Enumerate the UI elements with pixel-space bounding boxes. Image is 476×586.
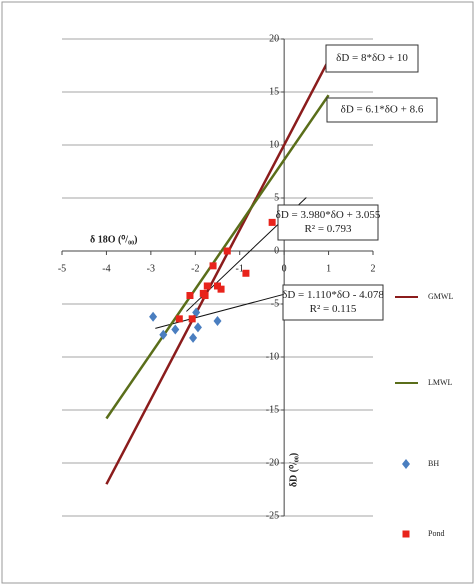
series-line	[105, 94, 330, 420]
bh-point	[193, 322, 202, 333]
x-tick-label: -4	[102, 263, 110, 274]
y-tick-label: 15	[269, 86, 279, 97]
pond-point	[217, 285, 225, 293]
y-tick-label: -5	[271, 298, 279, 309]
y-tick-label: 20	[269, 33, 279, 44]
x-tick-label: -2	[191, 263, 199, 274]
annotation-text: δD = 6.1*δO + 8.6	[341, 104, 424, 116]
annotation-box	[277, 204, 379, 241]
y-tick-label: -10	[266, 351, 279, 362]
bh-point	[192, 307, 201, 318]
legend-label: GMWL	[428, 292, 453, 301]
y-tick-label: -25	[266, 510, 279, 521]
pond-point	[175, 315, 183, 323]
bh-point	[189, 332, 198, 343]
pond-point	[268, 218, 276, 226]
legend-swatch	[402, 459, 410, 469]
x-tick-label: 1	[326, 263, 331, 274]
x-axis-title: δ 18O (⁰/₀₀)	[90, 234, 137, 245]
annotation-text: δD = 3.980*δO + 3.055	[276, 209, 381, 221]
x-tick-label: 2	[371, 263, 376, 274]
y-tick-label: 5	[274, 192, 279, 203]
annotation-box	[325, 44, 419, 73]
bh-point	[213, 315, 222, 326]
annotation-text: δD = 8*δO + 10	[336, 52, 408, 64]
x-tick-label: -3	[147, 263, 155, 274]
annotation-text: δD = 1.110*δO - 4.078	[282, 289, 384, 301]
y-tick-label: -20	[266, 457, 279, 468]
legend-swatch	[402, 530, 410, 538]
pond-point	[242, 269, 250, 277]
y-tick-label: -15	[266, 404, 279, 415]
series-line	[105, 59, 330, 485]
legend-label: BH	[428, 459, 439, 468]
pond-point	[214, 282, 221, 290]
annotation-text: R² = 0.793	[304, 223, 352, 235]
annotation-box	[282, 284, 384, 321]
bh-point	[159, 329, 168, 340]
legend-label: Pond	[428, 529, 444, 538]
x-tick-label: -5	[58, 263, 66, 274]
legend-label: LMWL	[428, 378, 453, 387]
bh-point	[171, 324, 180, 335]
pond-point	[223, 247, 231, 255]
pond-point	[201, 292, 209, 300]
pond-point	[209, 262, 217, 270]
pond-point	[186, 292, 194, 300]
pond-point	[203, 282, 211, 290]
y-axis-title: δD (⁰/₀₀)	[288, 453, 299, 487]
x-tick-label: 0	[282, 263, 287, 274]
annotation-text: R² = 0.115	[310, 303, 357, 315]
bh-point	[149, 311, 158, 322]
annotation-box	[326, 97, 438, 123]
pond-point	[188, 315, 196, 323]
x-tick-label: -1	[236, 263, 244, 274]
y-tick-label: 10	[269, 139, 279, 150]
